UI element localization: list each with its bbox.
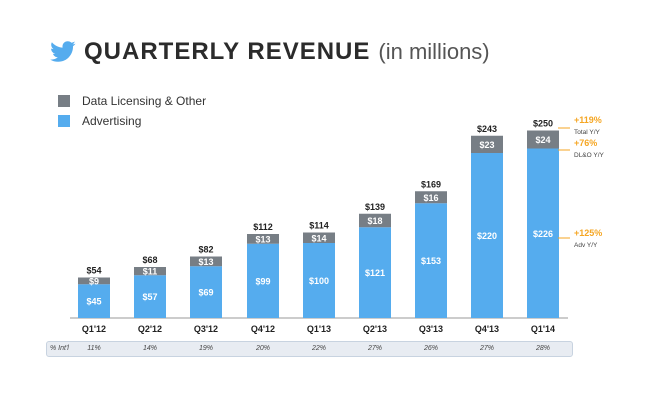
x-tick-label: Q1'14 xyxy=(531,324,555,334)
annotation-pct: +125% xyxy=(574,228,602,238)
bar-advertising xyxy=(415,203,447,318)
annotation-pct: +76% xyxy=(574,138,597,148)
data-label-advertising: $99 xyxy=(255,276,270,286)
data-label-total: $139 xyxy=(365,202,385,212)
x-tick-label: Q1'12 xyxy=(82,324,106,334)
data-label-advertising: $69 xyxy=(198,288,213,298)
data-label-advertising: $226 xyxy=(533,229,553,239)
header: QUARTERLY REVENUE (in millions) xyxy=(50,36,490,68)
bar-advertising xyxy=(190,266,222,318)
data-label-data-licensing: $9 xyxy=(89,276,99,286)
data-label-total: $82 xyxy=(198,245,213,255)
x-tick-label: Q4'12 xyxy=(251,324,275,334)
bar-data-licensing xyxy=(247,234,279,244)
data-label-total: $169 xyxy=(421,179,441,189)
intl-percentage-value: 27% xyxy=(367,345,382,352)
data-label-advertising: $153 xyxy=(421,256,441,266)
bar-data-licensing xyxy=(134,267,166,276)
data-label-advertising: $57 xyxy=(142,292,157,302)
x-tick-label: Q2'13 xyxy=(363,324,387,334)
annotation-label: Total Y/Y xyxy=(574,129,601,136)
annotation-pct: +119% xyxy=(574,115,602,125)
bar-advertising xyxy=(471,153,503,318)
intl-percentage-label: % Int'l xyxy=(50,345,69,352)
bar-advertising xyxy=(247,243,279,318)
bar-advertising xyxy=(359,227,391,318)
data-label-advertising: $45 xyxy=(86,297,101,307)
data-label-advertising: $220 xyxy=(477,231,497,241)
data-label-data-licensing: $24 xyxy=(535,135,550,145)
intl-percentage-value: 28% xyxy=(535,345,550,352)
data-label-total: $54 xyxy=(86,266,101,276)
data-label-advertising: $121 xyxy=(365,268,385,278)
data-label-total: $112 xyxy=(253,222,273,232)
data-label-data-licensing: $16 xyxy=(423,193,438,203)
annotation-label: Adv Y/Y xyxy=(574,242,598,249)
data-label-advertising: $100 xyxy=(309,276,329,286)
bar-data-licensing xyxy=(190,256,222,267)
intl-percentage-value: 19% xyxy=(198,345,213,352)
legend-label-advertising: Advertising xyxy=(82,114,142,128)
data-label-data-licensing: $23 xyxy=(479,140,494,150)
intl-percentage-band xyxy=(46,341,573,357)
data-label-total: $250 xyxy=(533,119,553,129)
data-label-total: $243 xyxy=(477,124,497,134)
intl-percentage-value: 26% xyxy=(423,345,438,352)
data-label-data-licensing: $13 xyxy=(255,234,270,244)
data-label-data-licensing: $13 xyxy=(198,257,213,267)
data-label-total: $68 xyxy=(142,255,157,265)
intl-percentage-value: 20% xyxy=(255,345,270,352)
bar-advertising xyxy=(134,275,166,318)
x-tick-label: Q4'13 xyxy=(475,324,499,334)
chart-title: QUARTERLY REVENUE xyxy=(84,38,371,65)
bar-data-licensing xyxy=(78,277,110,285)
legend-item-data-licensing: Data Licensing & Other xyxy=(58,94,206,108)
intl-percentage-value: 11% xyxy=(87,345,101,352)
chart-subtitle: (in millions) xyxy=(378,39,490,64)
bar-advertising xyxy=(303,243,335,318)
bar-data-licensing xyxy=(303,232,335,243)
legend-swatch-data-licensing xyxy=(58,95,70,107)
annotation-label: DL&O Y/Y xyxy=(574,152,605,159)
data-label-data-licensing: $14 xyxy=(311,233,326,243)
bar-data-licensing xyxy=(527,130,559,149)
legend-swatch-advertising xyxy=(58,115,70,127)
twitter-bird-icon xyxy=(50,41,76,62)
bar-data-licensing xyxy=(471,135,503,153)
bar-advertising xyxy=(527,148,559,318)
intl-percentage-value: 22% xyxy=(311,345,326,352)
bar-data-licensing xyxy=(415,191,447,204)
intl-percentage-value: 27% xyxy=(479,345,494,352)
x-tick-label: Q2'12 xyxy=(138,324,162,334)
data-label-data-licensing: $18 xyxy=(367,216,382,226)
x-tick-label: Q1'13 xyxy=(307,324,331,334)
intl-percentage-value: 14% xyxy=(142,345,157,352)
bar-data-licensing xyxy=(359,213,391,228)
legend-item-advertising: Advertising xyxy=(58,114,141,128)
bar-advertising xyxy=(78,284,110,318)
x-tick-label: Q3'12 xyxy=(194,324,218,334)
x-tick-label: Q3'13 xyxy=(419,324,443,334)
legend-label-data-licensing: Data Licensing & Other xyxy=(82,94,207,108)
data-label-total: $114 xyxy=(309,221,329,231)
data-label-data-licensing: $11 xyxy=(143,267,158,277)
